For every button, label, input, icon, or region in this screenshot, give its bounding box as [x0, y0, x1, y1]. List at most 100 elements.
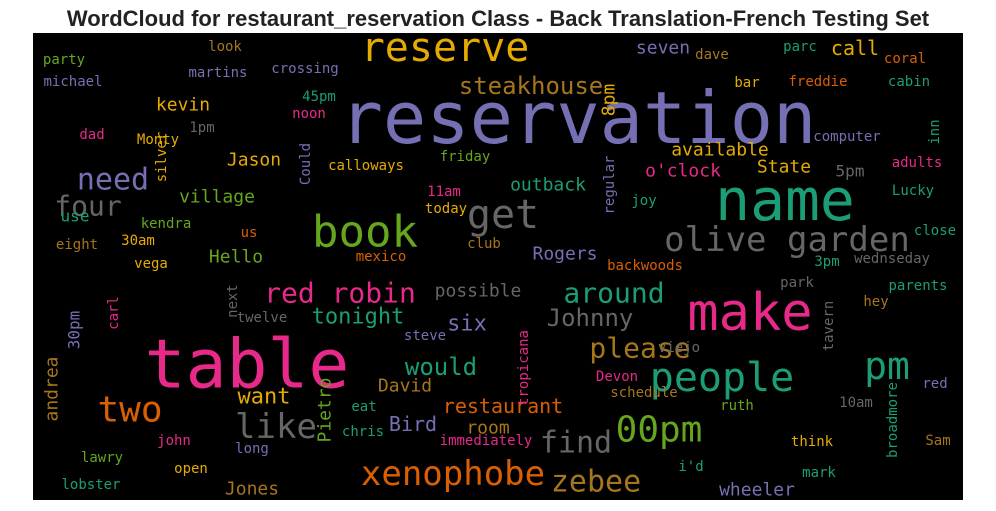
- word: crossing: [271, 61, 338, 77]
- word: make: [687, 283, 812, 343]
- word: need: [77, 163, 149, 198]
- word: name: [715, 166, 855, 234]
- word: noon: [292, 106, 326, 122]
- word: red robin: [264, 277, 416, 310]
- word: seven: [636, 38, 690, 59]
- word: freddie: [788, 74, 847, 90]
- word: club: [467, 236, 501, 252]
- word: Hello: [209, 247, 263, 268]
- word: wednseday: [854, 251, 930, 267]
- word: us: [241, 225, 258, 241]
- word: joy: [631, 193, 656, 209]
- word: want: [238, 385, 291, 410]
- word: David: [378, 376, 432, 397]
- word: 8pm: [599, 84, 620, 117]
- word: room: [466, 418, 509, 439]
- word: andrea: [42, 356, 63, 421]
- word: people: [650, 355, 795, 401]
- chart-title: WordCloud for restaurant_reservation Cla…: [67, 6, 930, 31]
- word: o'clock: [645, 161, 721, 182]
- word: kendra: [141, 216, 192, 232]
- word: wheeler: [719, 480, 795, 501]
- word: dave: [695, 47, 729, 63]
- word: tavern: [821, 301, 837, 352]
- word: Devon: [596, 369, 638, 385]
- word: michael: [43, 74, 102, 90]
- word: Sam: [925, 433, 950, 449]
- word: vega: [134, 256, 168, 272]
- word: red: [922, 376, 947, 392]
- word: computer: [813, 129, 880, 145]
- word: please: [589, 332, 690, 365]
- word: Monty: [137, 132, 179, 148]
- word: i'd: [678, 459, 703, 475]
- word: open: [174, 461, 208, 477]
- word: around: [563, 277, 664, 310]
- word: bar: [734, 75, 759, 91]
- word: coral: [884, 51, 926, 67]
- word: backwoods: [607, 258, 683, 274]
- word: olive garden: [664, 220, 910, 260]
- word: Jones: [225, 479, 279, 500]
- word: think: [791, 434, 834, 450]
- word: call: [831, 36, 879, 60]
- word: schedule: [610, 385, 677, 401]
- word: steakhouse: [459, 72, 604, 100]
- word: look: [208, 39, 242, 55]
- word: 10am: [839, 395, 873, 411]
- word: zebee: [551, 465, 641, 500]
- word: 1pm: [189, 120, 214, 136]
- word: village: [179, 187, 255, 208]
- word: parents: [888, 278, 947, 294]
- word: six: [447, 312, 487, 337]
- word: eat: [351, 399, 376, 415]
- word: tonight: [312, 305, 405, 330]
- word: like: [235, 407, 317, 447]
- word: next: [225, 284, 241, 318]
- word: Rogers: [532, 244, 597, 265]
- word: immediately: [440, 433, 533, 449]
- word: available: [671, 140, 769, 161]
- word: park: [780, 275, 814, 291]
- word: chris: [342, 424, 384, 440]
- word: calloways: [328, 158, 404, 174]
- word: 00pm: [616, 410, 703, 451]
- word: inn: [927, 119, 943, 144]
- word: reserve: [361, 25, 530, 71]
- word: dad: [79, 127, 104, 143]
- word: use: [61, 207, 90, 226]
- word: Pietro: [315, 377, 336, 442]
- word: broadmore: [885, 382, 901, 458]
- word: cabin: [888, 74, 930, 90]
- word: Lucky: [892, 183, 934, 199]
- word: adults: [892, 155, 943, 171]
- word: 5pm: [836, 162, 865, 181]
- word: carl: [106, 296, 122, 330]
- word: mark: [802, 465, 836, 481]
- word: 11am: [427, 184, 461, 200]
- word: martins: [188, 65, 247, 81]
- word: outback: [510, 175, 586, 196]
- word: today: [425, 201, 467, 217]
- word: book: [312, 207, 418, 258]
- word: long: [235, 441, 269, 457]
- word: find: [540, 426, 612, 461]
- word: four: [54, 190, 121, 223]
- word: 3pm: [814, 254, 839, 270]
- word: restaurant: [443, 394, 563, 418]
- word: mexico: [356, 249, 407, 265]
- word: two: [97, 390, 162, 431]
- word: close: [914, 223, 956, 239]
- word: Could: [298, 143, 314, 185]
- word: eight: [56, 237, 98, 253]
- word: 30pm: [65, 311, 84, 350]
- word: ruth: [720, 398, 754, 414]
- word: 30am: [121, 233, 155, 249]
- word: 45pm: [302, 89, 336, 105]
- word: Jason: [227, 150, 281, 171]
- word: table: [145, 326, 350, 405]
- word: steve: [404, 328, 446, 344]
- word: silver: [154, 132, 170, 183]
